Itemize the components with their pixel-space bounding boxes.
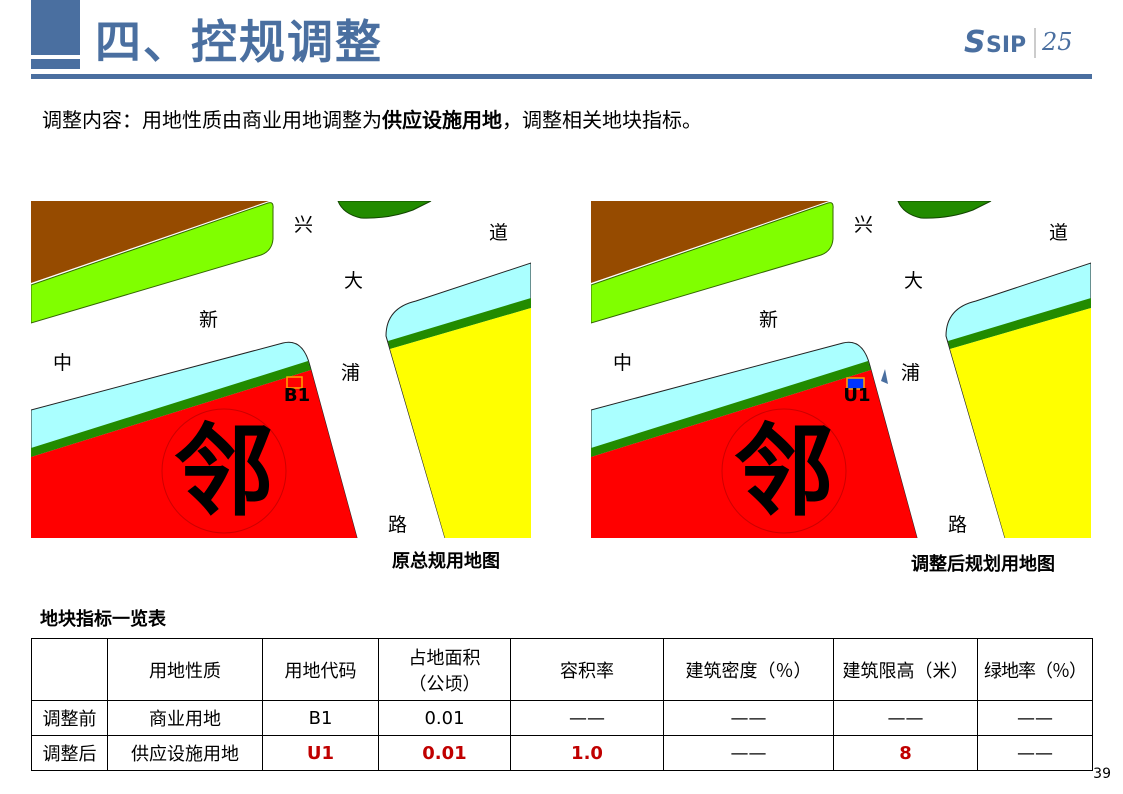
table-title: 地块指标一览表 (40, 609, 166, 630)
parcel-label: U1 (843, 385, 870, 406)
cell: 调整前 (31, 700, 108, 736)
header-cell (31, 638, 108, 701)
title-accent-bar (31, 0, 80, 55)
pointer-triangle-icon (881, 369, 888, 384)
green-strip-right (388, 298, 531, 349)
road-label-pu: 浦 (901, 362, 920, 384)
sip-logo: S SIP 25 (962, 20, 1087, 62)
parcel-u1-marker (846, 377, 865, 390)
intro-highlight: 供应设施用地 (382, 108, 502, 132)
land-parcel-yellow (390, 308, 531, 538)
road-label-xin: 新 (759, 309, 778, 331)
cell: 商业用地 (107, 700, 263, 736)
original-land-use-map: 邻 B1 兴 道大新中 浦路 (31, 201, 531, 538)
neighborhood-label: 邻 (174, 413, 274, 530)
table-header-row: 用地性质 用地代码 占地面积 （公顷） 容积率 建筑密度（％） 建筑限高（米） … (31, 638, 1093, 701)
svg-text:25: 25 (1041, 28, 1073, 56)
header-cell: 容积率 (510, 638, 664, 701)
title-accent-bar-small (31, 59, 80, 69)
cell: —— (663, 735, 834, 771)
page-title: 四、控规调整 (95, 15, 383, 69)
cell: —— (977, 700, 1093, 736)
cell: 0.01 (378, 735, 511, 771)
green-belt-parcel (591, 202, 834, 324)
road-label-dao: 道 (1049, 222, 1068, 244)
road-label-xing: 兴 (854, 214, 873, 236)
land-parcel-yellow (950, 308, 1091, 538)
parcel-b1-marker (286, 376, 303, 389)
road-label-lu: 路 (388, 514, 407, 536)
cell: 调整后 (31, 735, 108, 771)
green-strip (31, 361, 311, 457)
svg-text:S: S (964, 25, 986, 60)
neighborhood-label: 邻 (734, 413, 834, 530)
adjusted-map-caption: 调整后规划用地图 (911, 554, 1055, 575)
land-parcel-red (591, 370, 917, 538)
original-map-caption: 原总规用地图 (392, 551, 500, 572)
road-label-xing: 兴 (294, 214, 313, 236)
adjusted-land-use-map: 邻 U1 兴 道大新中 浦路 (591, 201, 1091, 538)
header-cell: 用地性质 (107, 638, 263, 701)
neighborhood-circle (721, 408, 847, 534)
cell: 1.0 (510, 735, 664, 771)
header-cell: 占地面积 （公顷） (378, 638, 511, 701)
road-label-dao: 道 (489, 222, 508, 244)
commercial-parcel-brown (31, 201, 269, 283)
logo-text: SIP (986, 33, 1026, 58)
road-label-da: 大 (344, 270, 363, 292)
header-cell: 用地代码 (262, 638, 379, 701)
intro-suffix: ，调整相关地块指标。 (502, 108, 702, 132)
road-label-da: 大 (904, 270, 923, 292)
header-cell: 建筑限高（米） (833, 638, 978, 701)
road-label-pu: 浦 (341, 362, 360, 384)
green-strip (591, 361, 871, 457)
road-label-lu: 路 (948, 514, 967, 536)
cell: —— (833, 700, 978, 736)
adjustment-description: 调整内容：用地性质由商业用地调整为供应设施用地，调整相关地块指标。 (42, 104, 702, 133)
table-row: 调整后 供应设施用地 U1 0.01 1.0 —— 8 —— (31, 735, 1093, 771)
cell: —— (977, 735, 1093, 771)
cell: 供应设施用地 (107, 735, 263, 771)
green-space-parcel (897, 201, 992, 219)
cell: B1 (262, 700, 379, 736)
header-cell: 建筑密度（％） (663, 638, 834, 701)
cell: U1 (262, 735, 379, 771)
road-label-zhong: 中 (53, 352, 72, 374)
green-space-parcel (337, 201, 432, 219)
road-label-zhong: 中 (613, 352, 632, 374)
page-number: 39 (1093, 766, 1111, 782)
land-parcel-red (31, 370, 357, 538)
green-belt-parcel (31, 202, 274, 324)
road-label-xin: 新 (199, 309, 218, 331)
commercial-parcel-brown (591, 201, 829, 283)
cell: 0.01 (378, 700, 511, 736)
table-row: 调整前 商业用地 B1 0.01 —— —— —— —— (31, 700, 1093, 736)
cell: —— (510, 700, 664, 736)
parcel-label: B1 (284, 385, 310, 406)
header-divider (31, 74, 1092, 79)
intro-prefix: 调整内容：用地性质由商业用地调整为 (42, 108, 382, 132)
green-strip-right (948, 298, 1091, 349)
neighborhood-circle (161, 408, 287, 534)
indicator-table: 用地性质 用地代码 占地面积 （公顷） 容积率 建筑密度（％） 建筑限高（米） … (31, 638, 1093, 771)
cell: —— (663, 700, 834, 736)
header-cell: 绿地率（％） (977, 638, 1093, 701)
cell: 8 (833, 735, 978, 771)
